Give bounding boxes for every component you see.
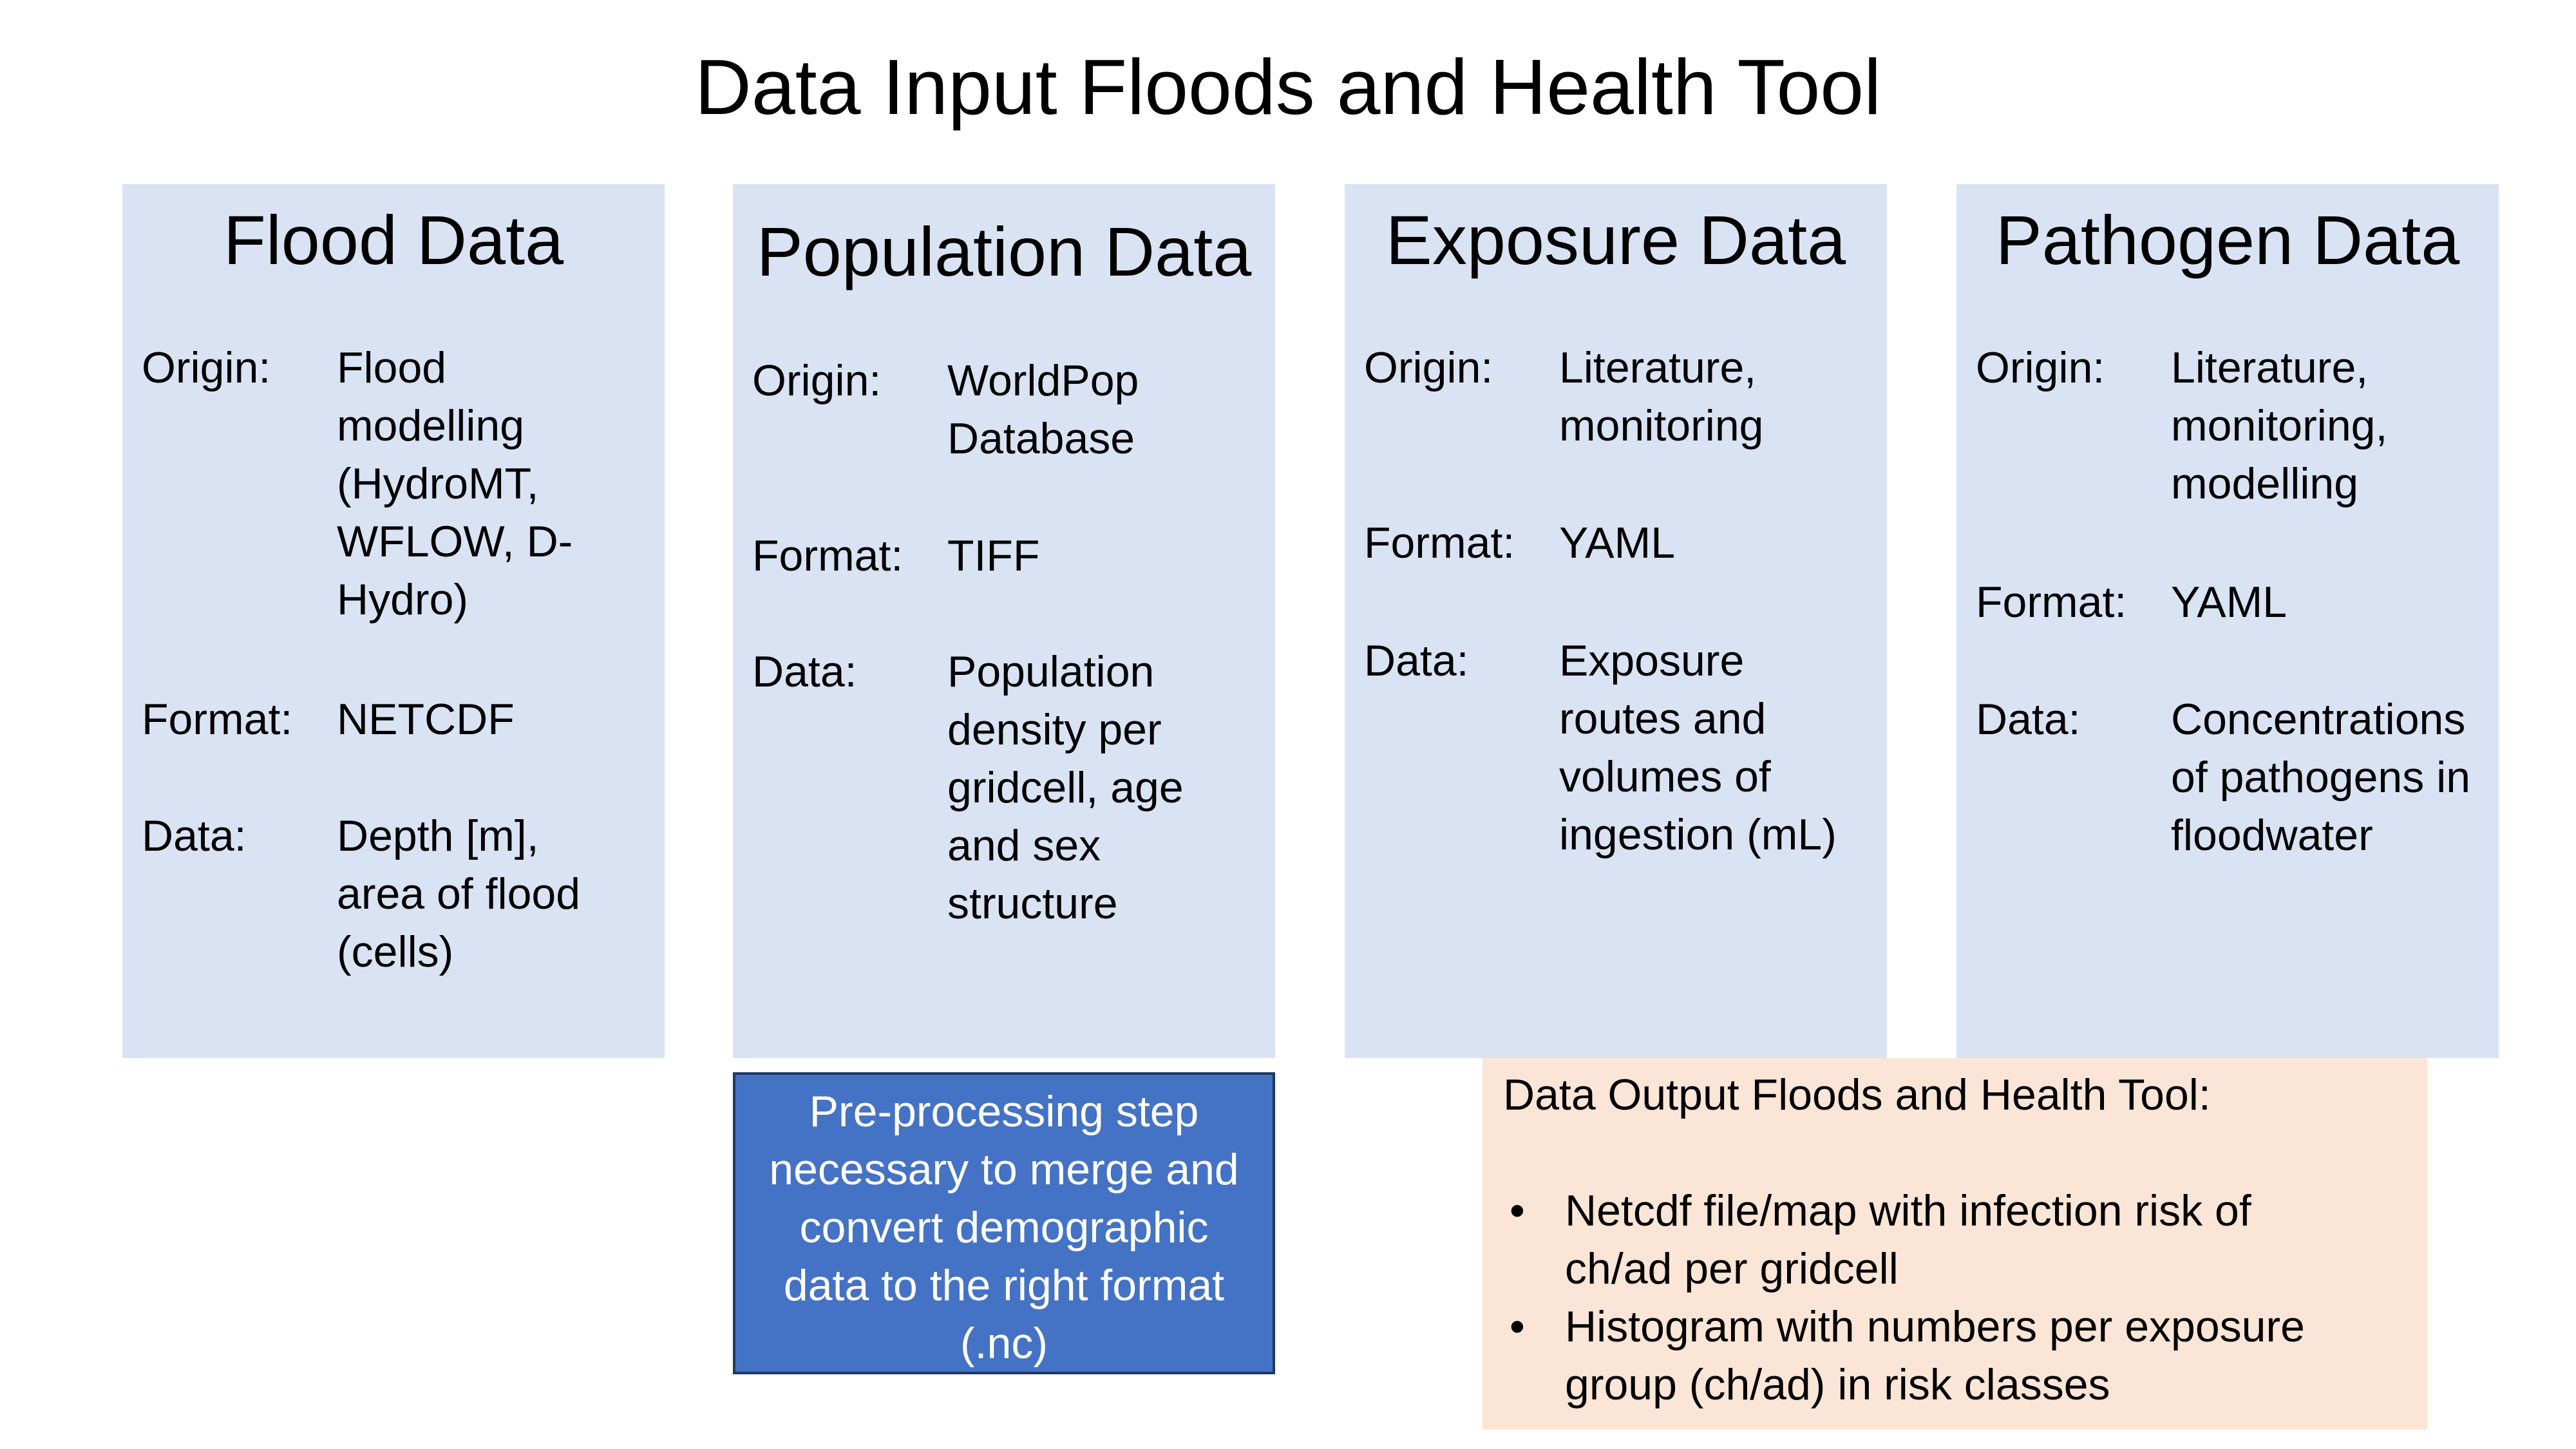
format-value: YAML — [1559, 518, 1676, 567]
format-label: Format: — [142, 695, 293, 744]
data-label: Data: — [752, 647, 857, 696]
origin-value: Literature, monitoring, modelling — [2171, 343, 2388, 508]
format-value: YAML — [2171, 578, 2287, 627]
format-value: NETCDF — [337, 695, 515, 744]
output-heading: Data Output Floods and Health Tool: — [1503, 1070, 2211, 1119]
origin-value: WorldPop Database — [947, 356, 1139, 463]
card-title: Pathogen Data — [1995, 201, 2460, 279]
output-item-text: Histogram with numbers per exposure grou… — [1565, 1302, 2305, 1409]
bullet-icon: • — [1510, 1186, 1525, 1235]
output-list-item: • Netcdf file/map with infection risk of… — [1503, 1182, 2401, 1298]
card-title: Exposure Data — [1385, 201, 1846, 279]
exposure-data-card: Exposure Data Origin: Literature, monito… — [1345, 184, 1887, 1058]
origin-value: Flood modelling (HydroMT, WFLOW, D- Hydr… — [337, 343, 573, 624]
origin-label: Origin: — [752, 356, 882, 405]
card-title: Flood Data — [223, 201, 564, 279]
flood-data-card: Flood Data Origin: Flood modelling (Hydr… — [122, 184, 665, 1058]
origin-label: Origin: — [1364, 343, 1493, 392]
output-list: • Netcdf file/map with infection risk of… — [1503, 1182, 2401, 1414]
preprocessing-step-box: Pre-processing step necessary to merge a… — [733, 1072, 1275, 1374]
data-label: Data: — [142, 811, 247, 860]
data-value: Depth [m], area of flood (cells) — [337, 811, 581, 976]
data-label: Data: — [1976, 695, 2081, 744]
data-output-box: Data Output Floods and Health Tool: • Ne… — [1482, 1058, 2427, 1430]
population-data-card: Population Data Origin: WorldPop Databas… — [733, 184, 1275, 1058]
card-title: Population Data — [756, 213, 1252, 290]
origin-label: Origin: — [1976, 343, 2105, 392]
format-label: Format: — [1364, 518, 1515, 567]
data-label: Data: — [1364, 636, 1469, 685]
format-label: Format: — [752, 531, 904, 580]
pathogen-data-card: Pathogen Data Origin: Literature, monito… — [1956, 184, 2499, 1058]
origin-label: Origin: — [142, 343, 271, 392]
origin-value: Literature, monitoring — [1559, 343, 1764, 450]
diagram-title: Data Input Floods and Health Tool — [694, 43, 1882, 131]
format-label: Format: — [1976, 578, 2127, 627]
data-value: Concentrations of pathogens in floodwate… — [2171, 695, 2471, 860]
format-value: TIFF — [947, 531, 1040, 580]
data-value: Population density per gridcell, age and… — [947, 647, 1184, 928]
output-item-text: Netcdf file/map with infection risk of c… — [1565, 1186, 2251, 1293]
bullet-icon: • — [1510, 1302, 1525, 1351]
output-list-item: • Histogram with numbers per exposure gr… — [1503, 1298, 2401, 1414]
data-value: Exposure routes and volumes of ingestion… — [1559, 636, 1837, 859]
